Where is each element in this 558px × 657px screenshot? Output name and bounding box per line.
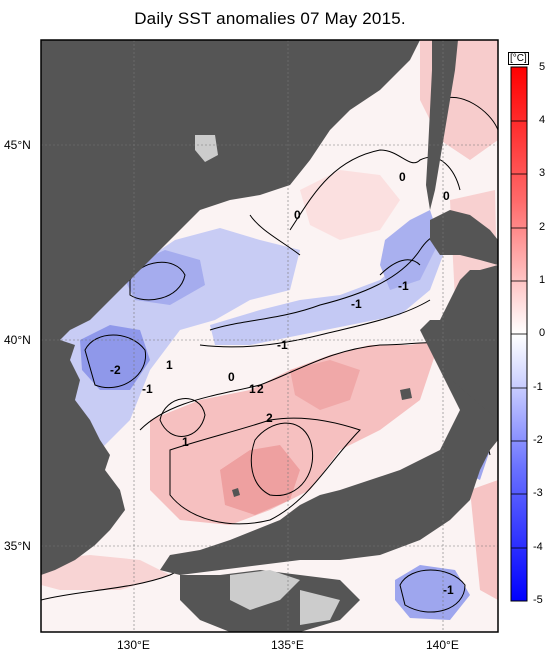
colorbar-tick-label: -5: [533, 594, 543, 606]
warm-anomaly-core: [220, 445, 300, 515]
contour-minus1-east: [379, 259, 421, 276]
warm-anomaly-north: [300, 170, 400, 240]
colorbar-tick-label: -3: [533, 487, 543, 499]
contour-plus1-south-big: [169, 417, 361, 525]
contour-label: -1: [443, 583, 454, 597]
lat-label: 35°N: [4, 539, 31, 553]
contour-label: 1: [166, 358, 173, 372]
contour-plus2-core: [250, 422, 314, 496]
lat-label: 45°N: [4, 138, 31, 152]
contour-label: 2: [266, 411, 273, 425]
colorbar-tick-label: 4: [539, 114, 546, 126]
cool-anomaly-core-west: [80, 325, 150, 390]
contour-label: 0: [294, 208, 301, 222]
cool-anomaly-band: [210, 230, 445, 345]
land-ulleung: [232, 488, 240, 497]
land-asia-mainland: [41, 40, 420, 340]
contour-plus1-south: [139, 342, 441, 431]
contour-label: 2: [257, 382, 264, 396]
contour-zero-north: [289, 149, 461, 231]
contour-label: 1: [249, 382, 256, 396]
colorbar-ticks: [511, 120, 527, 549]
colorbar-tick-label: 2: [539, 221, 546, 233]
colorbar-tick-label: -4: [533, 541, 543, 553]
contour-label: 1: [182, 435, 189, 449]
colorbar-tick-label: 3: [539, 167, 546, 179]
contour-minus1-southeast: [399, 569, 466, 613]
contour-zero-northwest: [249, 214, 301, 256]
cool-anomaly-southeast: [395, 565, 470, 620]
cool-anomaly-west: [55, 228, 300, 450]
land-japan-honshu: [420, 265, 498, 420]
contour-minus2-north: [129, 261, 186, 301]
land-honshu-south: [160, 370, 498, 575]
contour-label: -1: [277, 338, 288, 352]
gridlines: [41, 40, 498, 632]
warm-anomaly-southwest: [41, 555, 170, 590]
lon-label: 135°E: [271, 638, 304, 652]
land-inland-gray-sw: [300, 590, 340, 625]
lon-label: 130°E: [117, 638, 150, 652]
plot-frame: [40, 39, 499, 633]
chart-title: Daily SST anomalies 07 May 2015.: [134, 9, 406, 28]
colorbar-tick-label: -1: [533, 381, 543, 393]
cool-anomaly-east: [380, 210, 440, 290]
contour-label: -2: [110, 363, 121, 377]
colorbar-tick-label: 5: [539, 61, 546, 73]
contour-label: 0: [443, 189, 450, 203]
land-inland-gray-north: [195, 135, 218, 162]
land-inland-gray-south: [230, 570, 300, 610]
warm-anomaly-pacific: [470, 480, 498, 600]
contour-label: 0: [399, 170, 406, 184]
land-sado: [400, 388, 412, 400]
lat-label: 40°N: [4, 333, 31, 347]
contour-label: -1: [351, 297, 362, 311]
contour-label: 0: [228, 370, 235, 384]
contour-plus1-inner: [159, 398, 206, 437]
colorbar-tick-label: 0: [539, 327, 546, 339]
colorbar-tick-label: -2: [533, 434, 543, 446]
contour-labels: 0 0 0 -1 -1 -1 -2 1 -1 1 0 1 2 2 -1: [110, 170, 454, 597]
land-korea: [41, 340, 125, 575]
land-hokkaido: [430, 210, 498, 265]
contour-minus1-band-south: [199, 299, 431, 348]
lon-label: 140°E: [426, 638, 459, 652]
contour-minus2-west: [84, 334, 146, 389]
contour-label: -1: [142, 382, 153, 396]
colorbar-tick-label: 1: [539, 274, 546, 286]
contour-label: -1: [398, 279, 409, 293]
warm-anomaly-core2: [290, 360, 360, 410]
land-sakhalin: [426, 40, 458, 210]
colorbar-unit: [°C]: [508, 52, 529, 65]
